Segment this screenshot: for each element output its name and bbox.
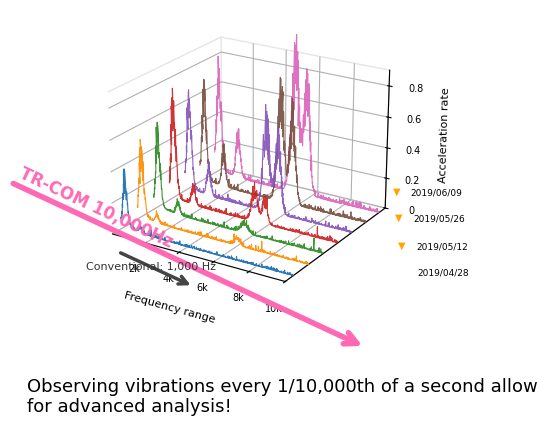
Text: ▼: ▼ bbox=[395, 213, 403, 223]
Text: 2019/05/26: 2019/05/26 bbox=[413, 215, 465, 224]
Text: 2019/05/12: 2019/05/12 bbox=[416, 243, 468, 252]
X-axis label: Frequency range: Frequency range bbox=[123, 290, 216, 325]
Text: 2019/06/09: 2019/06/09 bbox=[411, 189, 463, 197]
Text: Conventional: 1,000 Hz: Conventional: 1,000 Hz bbox=[86, 262, 216, 272]
Text: Observing vibrations every 1/10,000th of a second allows
for advanced analysis!: Observing vibrations every 1/10,000th of… bbox=[27, 378, 537, 416]
Text: TR-COM 10,000Hz: TR-COM 10,000Hz bbox=[16, 165, 175, 252]
Text: 2019/04/28: 2019/04/28 bbox=[418, 269, 469, 278]
Text: ▼: ▼ bbox=[398, 241, 405, 251]
Text: ▼: ▼ bbox=[393, 187, 400, 197]
